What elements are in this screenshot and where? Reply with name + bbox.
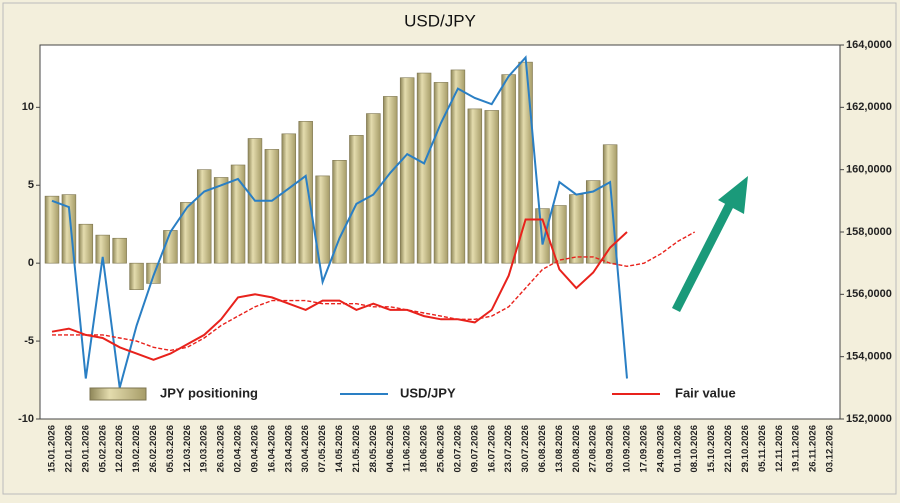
x-tick-label: 22.10.2026	[723, 425, 734, 473]
bar	[44, 195, 60, 264]
trend-arrow	[671, 176, 748, 313]
x-tick-label: 12.11.2026	[774, 425, 785, 472]
y2-tick-label: 162,0000	[846, 101, 892, 113]
x-tick-label: 10.09.2026	[622, 425, 633, 473]
x-tick-label: 08.10.2026	[689, 425, 700, 473]
bar	[78, 223, 94, 264]
bar	[230, 164, 246, 264]
x-tick-label: 19.02.2026	[131, 425, 142, 473]
x-tick-label: 09.07.2026	[469, 425, 480, 473]
legend-label: Fair value	[675, 385, 736, 400]
x-tick-label: 26.02.2026	[148, 425, 159, 473]
x-tick-label: 22.01.2026	[63, 425, 74, 473]
x-tick-label: 06.08.2026	[537, 425, 548, 473]
legend-swatch	[89, 387, 147, 401]
bar	[129, 262, 144, 290]
x-tick-label: 24.09.2026	[655, 425, 666, 473]
x-tick-label: 19.03.2026	[199, 425, 210, 473]
y-tick-label: 5	[28, 179, 34, 191]
x-tick-label: 11.06.2026	[402, 425, 413, 472]
x-tick-label: 17.09.2026	[638, 425, 649, 473]
bar	[399, 77, 415, 264]
legend-label: USD/JPY	[400, 385, 456, 400]
arrow-shaft	[671, 197, 737, 313]
bar	[112, 237, 127, 264]
bar	[569, 194, 584, 264]
x-tick-label: 15.10.2026	[706, 425, 717, 473]
bar	[450, 69, 466, 264]
x-tick-label: 13.08.2026	[554, 425, 565, 473]
x-tick-label: 19.11.2026	[791, 425, 802, 472]
dashed-line	[52, 231, 696, 352]
x-tick-label: 23.04.2026	[283, 425, 294, 473]
y2-tick-label: 164,0000	[846, 39, 892, 51]
x-tick-label: 16.04.2026	[266, 425, 277, 473]
x-tick-label: 02.04.2026	[233, 425, 244, 473]
y2-tick-label: 158,0000	[846, 226, 892, 238]
x-tick-label: 23.07.2026	[503, 425, 514, 473]
legend-label: JPY positioning	[160, 385, 258, 400]
x-tick-label: 05.03.2026	[165, 425, 176, 473]
bar	[484, 110, 499, 264]
bar	[281, 133, 297, 264]
x-tick-label: 20.08.2026	[571, 425, 582, 473]
x-tick-label: 03.09.2026	[605, 425, 616, 473]
y2-tick-label: 154,0000	[846, 351, 892, 363]
x-tick-label: 04.06.2026	[385, 425, 396, 473]
x-tick-label: 14.05.2026	[334, 425, 345, 473]
y-tick-label: 10	[22, 101, 34, 113]
line	[51, 218, 628, 361]
x-tick-label: 12.02.2026	[114, 425, 125, 473]
x-tick-label: 26.03.2026	[216, 425, 227, 473]
y2-tick-label: 160,0000	[846, 164, 892, 176]
bar	[315, 175, 330, 264]
x-tick-label: 27.08.2026	[588, 425, 599, 473]
y-tick-label: -10	[18, 413, 34, 425]
bar	[501, 74, 516, 264]
x-tick-label: 29.01.2026	[80, 425, 91, 473]
bar	[416, 72, 432, 264]
x-tick-label: 30.04.2026	[300, 425, 311, 473]
bar	[467, 108, 483, 264]
chart-title: USD/JPY	[404, 11, 476, 30]
x-tick-label: 16.07.2026	[486, 425, 497, 473]
x-tick-label: 18.06.2026	[419, 425, 430, 473]
bar	[196, 169, 212, 264]
x-tick-label: 30.07.2026	[520, 425, 531, 473]
bar	[213, 177, 229, 264]
x-tick-label: 02.07.2026	[452, 425, 463, 473]
x-tick-label: 03.12.2026	[825, 425, 836, 473]
bar	[366, 113, 381, 264]
bar	[585, 180, 601, 264]
bar	[264, 149, 280, 264]
x-tick-label: 05.11.2026	[757, 425, 768, 472]
x-tick-label: 28.05.2026	[368, 425, 379, 473]
x-tick-label: 29.10.2026	[740, 425, 751, 473]
x-tick-label: 12.03.2026	[182, 425, 193, 473]
line	[51, 55, 628, 389]
bar	[298, 121, 313, 264]
x-tick-label: 25.06.2026	[436, 425, 447, 473]
bar	[383, 96, 398, 264]
y2-tick-label: 152,0000	[846, 413, 892, 425]
x-tick-label: 21.05.2026	[351, 425, 362, 473]
bar	[332, 160, 347, 264]
x-tick-label: 01.10.2026	[672, 425, 683, 473]
bar	[433, 82, 449, 264]
y-tick-label: -5	[24, 335, 34, 347]
x-tick-label: 09.04.2026	[249, 425, 260, 473]
x-tick-label: 05.02.2026	[97, 425, 108, 473]
x-tick-label: 07.05.2026	[317, 425, 328, 473]
y2-tick-label: 156,0000	[846, 288, 892, 300]
bar	[349, 135, 364, 264]
y-tick-label: 0	[28, 257, 34, 269]
arrow-head	[718, 176, 748, 214]
x-tick-label: 26.11.2026	[808, 425, 819, 472]
x-tick-label: 15.01.2026	[47, 425, 58, 473]
bar	[552, 205, 567, 264]
bar	[180, 202, 195, 264]
